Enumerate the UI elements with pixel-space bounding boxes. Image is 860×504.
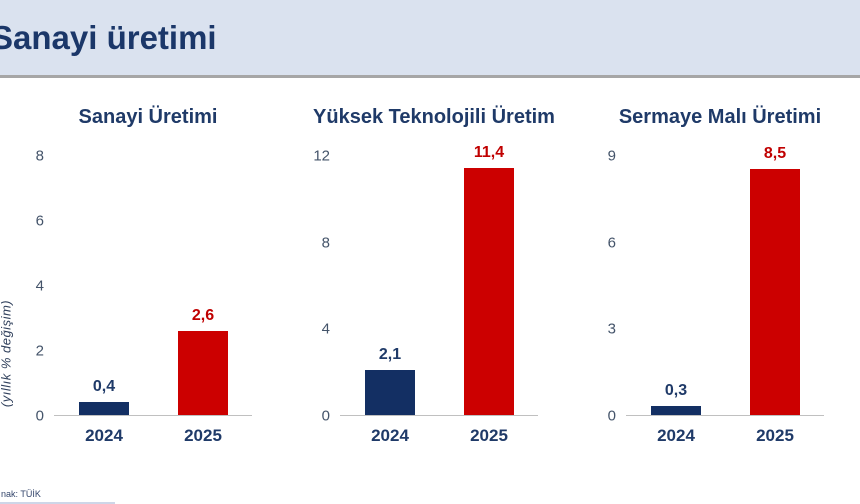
y-axis-ticks: 0 4 8 12 — [296, 148, 332, 425]
bar-2024 — [79, 402, 129, 415]
y-tick-6: 6 — [35, 212, 44, 230]
plot-wrap: 0 4 8 12 2,1 11,4 — [296, 144, 572, 425]
y-axis-ticks: 0 3 6 9 — [582, 148, 618, 425]
source-note: nak: TÜİK — [1, 489, 41, 499]
page-title: Sanayi üretimi — [0, 18, 217, 56]
y-tick-4: 4 — [321, 320, 330, 338]
x-label-2025: 2025 — [184, 426, 222, 445]
chart-title: Yüksek Teknolojili Üretim — [313, 106, 555, 128]
y-tick-9: 9 — [607, 147, 616, 165]
bar-2024 — [651, 406, 701, 415]
bottom-clipped-text-artifact — [0, 502, 115, 504]
y-tick-6: 6 — [607, 234, 616, 252]
y-tick-0: 0 — [321, 407, 330, 425]
bar-value-label-2024: 0,4 — [92, 378, 116, 395]
bar-value-label-2025: 2,6 — [191, 306, 215, 324]
bar-2025 — [750, 169, 800, 415]
y-axis-ticks: 0 2 4 6 8 — [10, 148, 46, 425]
x-label-2024: 2024 — [85, 426, 123, 445]
plot-area: 0,4 2,6 — [54, 156, 252, 416]
y-tick-12: 12 — [313, 147, 330, 165]
bar-value-label-2025: 8,5 — [763, 145, 787, 163]
x-label-2025: 2025 — [756, 426, 794, 445]
bar-value-label-2024: 0,3 — [664, 382, 688, 400]
y-tick-0: 0 — [607, 407, 616, 425]
x-label-2024: 2024 — [657, 426, 695, 445]
bar-2025 — [464, 168, 514, 415]
bar-2024 — [365, 369, 415, 415]
y-tick-0: 0 — [35, 407, 44, 425]
chart-title: Sanayi Üretimi — [78, 106, 218, 128]
y-tick-8: 8 — [35, 147, 44, 165]
bar-value-label-2025: 11,4 — [473, 144, 505, 161]
x-axis-labels: 2024 2025 — [626, 426, 824, 446]
plot-area: 0,3 8,5 — [626, 145, 824, 416]
y-tick-2: 2 — [35, 342, 44, 360]
plot-wrap: 0 3 6 9 0,3 8,5 — [582, 145, 858, 425]
plot-wrap: 0 2 4 6 8 0,4 2,6 — [10, 148, 286, 425]
x-label-2024: 2024 — [371, 426, 409, 445]
bar-2025 — [178, 330, 228, 415]
y-tick-8: 8 — [321, 234, 330, 252]
plot-area: 2,1 11,4 — [340, 144, 538, 416]
page-header: Sanayi üretimi — [0, 0, 860, 78]
chart-sanayi-uretimi: Sanayi Üretimi 0 2 4 6 8 0,4 2,6 2024 2025 — [0, 78, 286, 446]
chart-yuksek-teknolojili-uretim: Yüksek Teknolojili Üretim 0 4 8 12 2,1 11,4 … — [286, 78, 572, 446]
chart-title: Sermaye Malı Üretimi — [618, 106, 822, 128]
x-label-2025: 2025 — [470, 426, 508, 445]
x-axis-labels: 2024 2025 — [54, 426, 252, 446]
x-axis-labels: 2024 2025 — [340, 426, 538, 446]
bar-value-label-2024: 2,1 — [378, 345, 402, 363]
y-tick-4: 4 — [35, 277, 44, 295]
y-tick-3: 3 — [607, 320, 616, 338]
